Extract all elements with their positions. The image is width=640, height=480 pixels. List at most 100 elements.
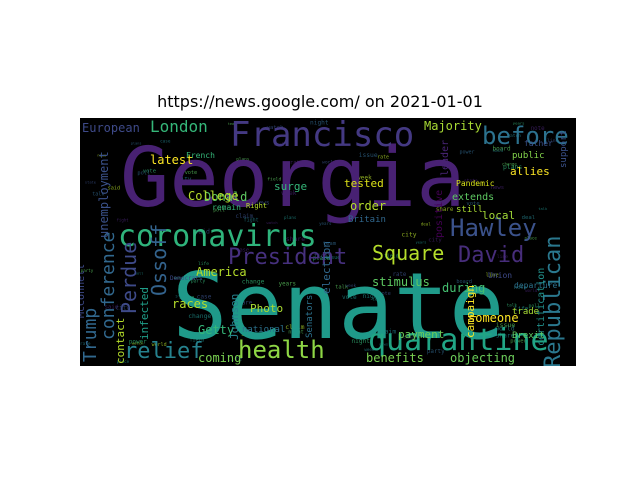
filler-word: talk	[92, 192, 104, 198]
filler-word: city	[177, 177, 192, 183]
filler-word: plans	[284, 215, 297, 220]
filler-word: party	[427, 349, 445, 355]
filler-word: place	[525, 236, 538, 241]
filler-word: field	[267, 176, 281, 182]
cloud-word-health: health	[238, 336, 325, 364]
cloud-word-georgia: Georgia	[120, 131, 466, 226]
cloud-word-trump: Trump	[80, 308, 101, 362]
filler-word: life	[227, 355, 243, 363]
filler-word: world	[152, 342, 167, 348]
filler-word: case	[160, 140, 171, 145]
filler-word: world	[322, 160, 336, 166]
filler-word: city	[401, 231, 416, 238]
filler-word: poll	[137, 170, 150, 176]
filler-word: note	[514, 285, 527, 291]
filler-word: fight	[117, 218, 130, 223]
filler-word: news	[255, 200, 270, 207]
filler-word: place	[313, 256, 331, 262]
cloud-word-leader: leader	[440, 140, 451, 176]
cloud-word-photo: Photo	[250, 302, 283, 315]
filler-word: party	[413, 289, 425, 293]
filler-word: field	[384, 254, 399, 260]
filler-word: news	[379, 342, 388, 346]
filler-word: change	[502, 162, 517, 167]
filler-word: plans	[236, 157, 250, 163]
cloud-word-pandemic: Pandemic	[456, 179, 495, 188]
cloud-word-relief: relief	[124, 339, 203, 364]
filler-word: issue	[359, 152, 378, 159]
filler-word: state	[241, 332, 258, 338]
cloud-word-coming: coming	[198, 351, 241, 365]
filler-word: years	[513, 120, 525, 125]
filler-word: party	[81, 268, 94, 273]
filler-word: share	[286, 235, 305, 243]
cloud-word-senators: Senators	[305, 295, 315, 338]
filler-word: vote	[466, 201, 479, 207]
filler-word: watch	[507, 133, 521, 139]
filler-word: poll	[135, 271, 143, 275]
figure-title: https://news.google.com/ on 2021-01-01	[157, 92, 483, 111]
filler-word: issue	[179, 295, 194, 301]
filler-word: watch	[267, 125, 284, 131]
cloud-word-senate: Senate	[172, 253, 504, 360]
cloud-word-infected: infected	[138, 287, 151, 340]
filler-word: claim	[285, 323, 304, 331]
cloud-word-public: public	[512, 151, 545, 161]
filler-word: plans	[503, 163, 522, 171]
filler-word: team	[372, 296, 383, 302]
cloud-word-donald: Donald	[204, 190, 247, 204]
filler-word: city	[428, 237, 442, 243]
cloud-word-david: David	[458, 243, 524, 268]
filler-word: line	[486, 272, 499, 278]
filler-word: talk	[507, 303, 518, 309]
cloud-word-brexit: Brexit	[512, 331, 545, 341]
filler-word: team	[228, 122, 236, 126]
filler-word: power	[460, 150, 475, 156]
filler-word: watch	[132, 341, 144, 346]
cloud-word-union: Union	[488, 271, 512, 280]
filler-word: world	[495, 325, 515, 333]
cloud-word-tested: tested	[344, 177, 384, 190]
filler-word: city	[115, 305, 130, 312]
cloud-word-order: order	[350, 199, 386, 213]
filler-word: life	[198, 261, 209, 267]
filler-word: vote	[185, 170, 198, 176]
filler-word: news	[491, 185, 504, 191]
cloud-word-unemployment: unemployment	[97, 151, 111, 238]
filler-word: case	[236, 248, 249, 254]
filler-word: talk	[538, 207, 548, 211]
cloud-word-ossoff: Ossoff	[147, 224, 171, 296]
filler-word: field	[190, 338, 205, 344]
filler-word: talk	[335, 284, 349, 290]
filler-word: years	[416, 241, 427, 245]
filler-word: issue	[325, 255, 340, 261]
cloud-word-positive: positive	[434, 190, 445, 238]
cloud-word-square: Square	[372, 241, 444, 265]
filler-word: said	[108, 186, 121, 192]
filler-word: vote	[342, 294, 357, 301]
cloud-word-departure: departure	[514, 281, 558, 290]
cloud-word-president: President	[228, 245, 347, 270]
filler-word: week	[346, 283, 357, 289]
filler-word: deal	[274, 142, 285, 147]
filler-word: poll	[529, 304, 541, 310]
cloud-word-britain: Britain	[348, 215, 386, 225]
filler-word: note	[531, 126, 545, 132]
filler-word: note	[256, 335, 266, 340]
filler-word: change	[403, 335, 416, 339]
filler-word: world	[525, 288, 538, 293]
filler-word: share	[436, 207, 454, 213]
cloud-word-election: election	[320, 241, 333, 294]
cloud-word-still: still	[456, 205, 483, 215]
word-cloud: rate issue share talk state party city power not…	[80, 118, 576, 366]
cloud-word-johnson: Johnson	[228, 294, 241, 340]
filler-word: night	[288, 329, 304, 335]
filler-word: years	[279, 282, 296, 288]
cloud-word-during: during	[442, 281, 485, 295]
filler-word: team	[323, 241, 337, 247]
filler-word: power	[510, 338, 527, 344]
filler-word: state	[175, 294, 189, 300]
filler-word: issue	[496, 321, 516, 329]
filler-word: vote	[143, 169, 156, 175]
filler-word: claim	[235, 214, 253, 220]
